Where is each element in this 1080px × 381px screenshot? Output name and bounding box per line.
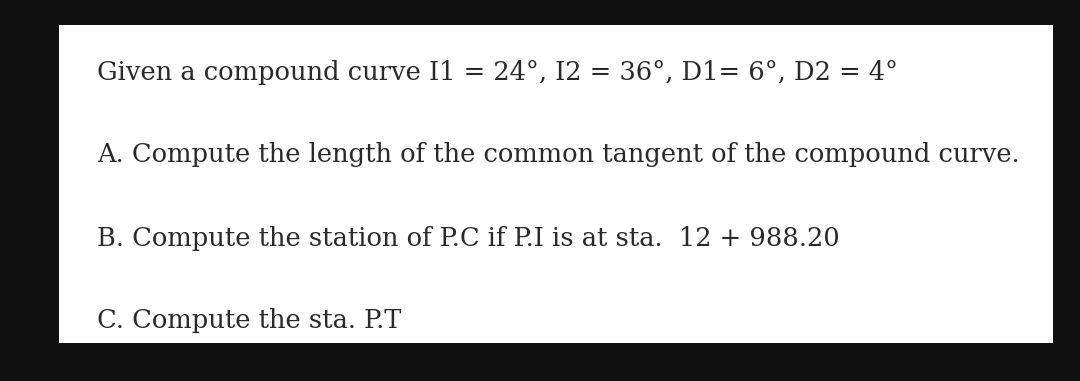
Text: Given a compound curve I1 = 24°, I2 = 36°, D1= 6°, D2 = 4°: Given a compound curve I1 = 24°, I2 = 36…: [97, 60, 899, 85]
Text: A. Compute the length of the common tangent of the compound curve.: A. Compute the length of the common tang…: [97, 142, 1020, 167]
Text: B. Compute the station of P.C if P.I is at sta.  12 + 988.20: B. Compute the station of P.C if P.I is …: [97, 226, 840, 251]
FancyBboxPatch shape: [59, 25, 1053, 343]
Text: C. Compute the sta. P.T: C. Compute the sta. P.T: [97, 307, 402, 333]
